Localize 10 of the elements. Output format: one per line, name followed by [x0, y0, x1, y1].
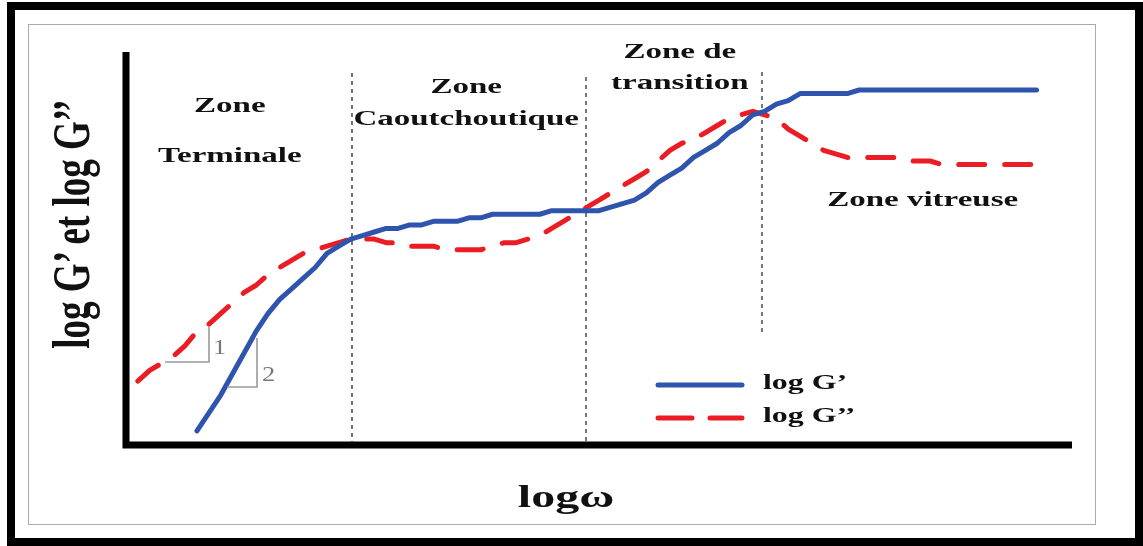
annotation: Zone de transition: [611, 37, 749, 96]
annotation: 2: [261, 361, 275, 387]
annotation: Zone Terminale: [158, 91, 302, 169]
annotation: 1: [212, 334, 226, 360]
annotation: Zone vitreuse: [826, 185, 1018, 213]
x-axis-title: logω: [517, 477, 615, 515]
y-axis-title: log G’ et log G’’: [41, 99, 101, 349]
annotation: Zone Caoutchoutique: [353, 72, 579, 132]
legend-label: log G’: [763, 368, 848, 395]
legend-label: log G’’: [763, 401, 856, 428]
